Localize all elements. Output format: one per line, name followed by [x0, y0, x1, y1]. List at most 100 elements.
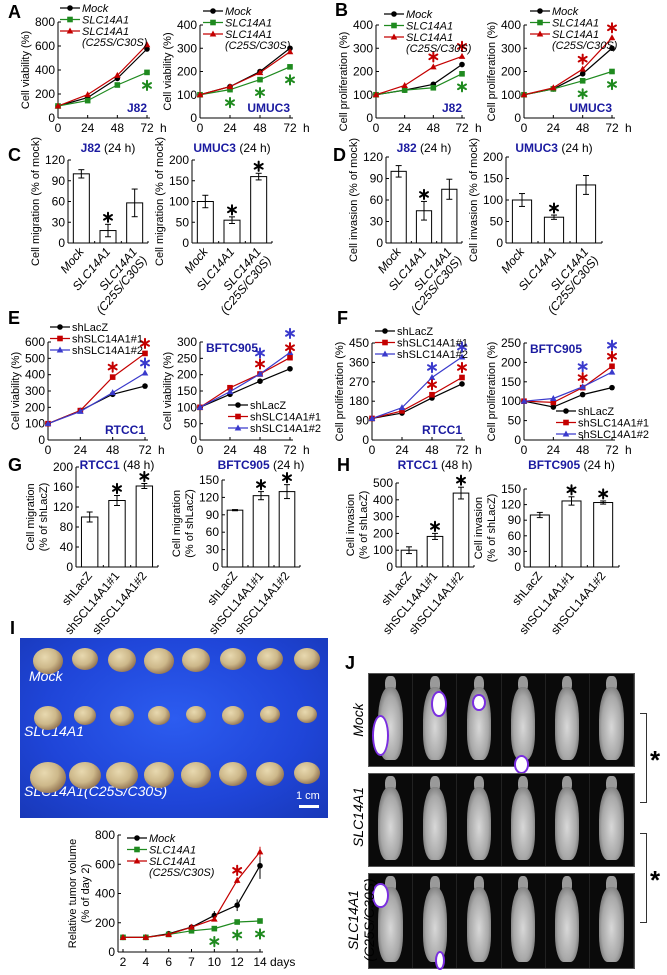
significance-star — [285, 74, 295, 86]
y-tick-label: 0 — [190, 111, 197, 125]
significance-star — [430, 520, 440, 532]
y-tick-label: 80 — [60, 520, 74, 534]
y-tick-label: 300 — [25, 384, 45, 398]
x-tick-label: 0 — [369, 443, 376, 457]
y-tick-label: 600 — [35, 39, 55, 53]
panel-label-d: D — [333, 145, 346, 165]
x-tick-label: 24 — [398, 121, 412, 135]
tumor — [294, 648, 320, 671]
legend-label: SLC14A1 (C25S/C30S) — [225, 29, 291, 52]
mouse-image — [502, 674, 546, 774]
chart-title: RTCC1 (48 h) — [398, 458, 473, 472]
legend-label: SLC14A1 — [406, 21, 453, 33]
mouse-body — [555, 786, 580, 861]
cell-line-label: BFTC905 — [530, 342, 582, 356]
significance-star-stroke — [112, 485, 122, 492]
significance-star-stroke — [282, 474, 292, 481]
y-tick-label: 150 — [169, 174, 189, 188]
significance-star-stroke — [566, 486, 577, 494]
y-tick-label: 150 — [177, 384, 197, 398]
tumor — [106, 762, 138, 790]
data-point — [608, 34, 616, 41]
y-axis-label: Cell migration — [171, 490, 183, 557]
panel-label-h: H — [337, 455, 350, 475]
series-line — [57, 71, 148, 107]
legend-label-line: shSLC14A1#2 — [578, 429, 649, 441]
mouse-head — [606, 675, 617, 693]
data-point — [233, 876, 241, 883]
significance-star-stroke — [428, 53, 439, 61]
series-line — [523, 37, 613, 96]
data-point — [459, 71, 465, 77]
data-point — [109, 389, 116, 396]
significance-star — [285, 327, 295, 340]
data-point — [44, 420, 52, 427]
tumor — [257, 648, 283, 671]
data-point — [256, 69, 264, 76]
y-tick-label: 300 — [373, 510, 393, 524]
series-line — [199, 351, 291, 408]
significance-star-stroke — [285, 344, 295, 351]
x-tick-label: 24 — [395, 443, 409, 457]
data-point — [257, 76, 263, 83]
chart-title-cell: BFTC905 — [218, 458, 270, 472]
series-line — [375, 55, 463, 96]
series-line — [57, 44, 148, 107]
mouse-body — [422, 887, 447, 963]
legend-marker — [537, 8, 543, 14]
mouse-image — [369, 774, 414, 866]
legend-marker — [562, 430, 570, 437]
significance-star-stroke — [607, 352, 617, 360]
chart-title-time: (24 h) — [270, 458, 305, 472]
x-tick-label: 7 — [188, 955, 195, 969]
series-shslc14a1-2 — [44, 369, 149, 427]
luminescence-signal — [372, 883, 389, 909]
legend-label-line: shSLC14A1#1 — [397, 338, 468, 350]
y-tick-label: 60 — [52, 195, 66, 209]
legend-marker — [210, 19, 216, 26]
series-shslc14a1-1 — [521, 363, 615, 406]
series-slc14a1-c25s-c30s- — [520, 34, 616, 98]
significance-star — [209, 936, 220, 948]
y-tick-label: 0 — [514, 433, 521, 447]
series-slc14a1-c25s-c30s- — [119, 846, 264, 940]
luminescence-signal — [372, 715, 390, 757]
chart-title-time: (24 h) — [580, 458, 615, 472]
y-axis-label: Cell proliferation (%) — [334, 342, 346, 442]
y-tick-label: 180 — [349, 394, 369, 408]
tumor — [108, 648, 136, 672]
x-axis-unit: h — [160, 121, 167, 135]
significance-star — [255, 347, 265, 359]
scale-bar-label: 1 cm — [296, 790, 320, 802]
data-point — [188, 927, 195, 934]
data-point — [234, 902, 240, 908]
mouse-head — [429, 875, 440, 893]
legend-label-line: Mock — [225, 6, 252, 18]
chart-title-cell: UMUC3 — [193, 141, 236, 155]
data-point — [368, 414, 376, 421]
legend-label: SLC14A1 (C25S/C30S) — [82, 26, 148, 49]
x-tick-label: 14 — [253, 955, 267, 969]
data-point — [196, 403, 204, 410]
y-tick-label: 100 — [169, 195, 189, 209]
y-axis-label: Cell viability (%) — [10, 352, 22, 430]
bar — [278, 491, 296, 568]
tumor — [34, 706, 62, 730]
y-tick-label: 300 — [501, 41, 521, 55]
data-point — [430, 84, 437, 91]
mouse-body — [466, 786, 492, 861]
legend-marker — [234, 424, 242, 431]
legend-label-line: SLC14A1 — [552, 18, 599, 30]
y-tick-label: 200 — [169, 153, 189, 167]
mouse-head — [562, 775, 573, 793]
data-point — [196, 91, 204, 98]
legend-label-line: Mock — [406, 9, 433, 21]
y-axis-label: Cell migration (% of mock) — [154, 137, 166, 266]
x-tick-label: 72 — [140, 121, 154, 135]
y-tick-label: 120 — [501, 498, 521, 512]
data-point — [257, 862, 263, 869]
legend-marker — [382, 339, 388, 346]
series-slc14a1 — [197, 64, 293, 98]
mouse-image — [590, 674, 635, 766]
